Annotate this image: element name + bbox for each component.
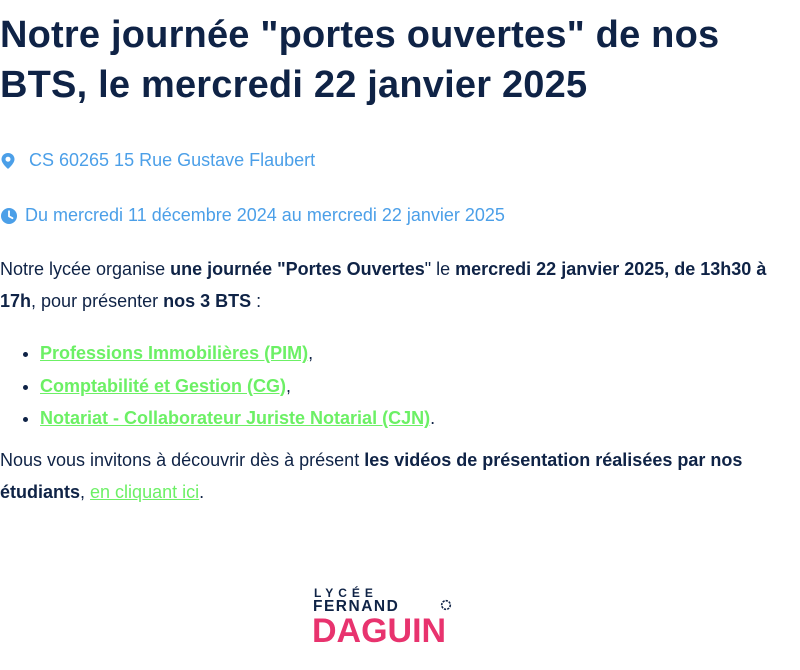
intro-text-3: , pour présenter [31,291,164,311]
intro-text-4: : [251,291,262,311]
map-pin-icon [0,152,16,170]
logo-line-lycee: LYCÉE [314,585,378,600]
ring-icon [440,599,452,611]
bts-link-cjn[interactable]: Notariat - Collaborateur Juriste Notaria… [40,408,431,428]
list-item: Notariat - Collaborateur Juriste Notaria… [40,402,435,435]
date-row: Du mercredi 11 décembre 2024 au mercredi… [0,205,505,226]
intro-bold-portes: Portes Ouvertes [285,259,425,279]
page-title: Notre journée "portes ouvertes" de nos B… [0,14,720,106]
intro-quote: " [424,259,432,279]
location-text: CS 60265 15 Rue Gustave Flaubert [29,150,316,170]
intro-bold-date: mercredi 22 janvier 2025, de 13h30 à 17h [0,259,767,311]
outro-text-3: . [199,482,205,502]
list-item-suffix: , [308,343,314,363]
list-item-suffix: , [286,375,292,396]
logo-line-daguin: DAGUIN [312,612,446,648]
logo-line-fernand: FERNAND [313,598,399,615]
date-range-text: Du mercredi 11 décembre 2024 au mercredi… [25,205,505,225]
outro-paragraph: Nous vous invitons à découvrir dès à pré… [0,444,800,508]
clock-icon [0,207,18,225]
bts-link-cg[interactable]: Comptabilité et Gestion (CG) [40,375,287,396]
outro-bold: les vidéos de présentation réalisées par… [0,450,743,502]
list-item: Comptabilité et Gestion (CG), [40,370,435,403]
outro-text-2: , [80,482,91,502]
outro-text-1: Nous vous invitons à découvrir dès à pré… [0,450,365,470]
bts-link-pim[interactable]: Professions Immobilières (PIM) [40,343,309,363]
list-item: Professions Immobilières (PIM), [40,337,435,370]
school-logo: LYCÉE FERNAND DAGUIN [312,584,484,650]
intro-bold-bts: nos 3 BTS [163,291,252,311]
intro-text-2: le [431,259,456,279]
intro-paragraph: Notre lycée organise une journée "Portes… [0,253,800,317]
intro-text-1: Notre lycée organise [0,259,171,279]
bts-list: Professions Immobilières (PIM), Comptabi… [0,337,435,435]
list-item-suffix: . [430,408,436,428]
videos-link[interactable]: en cliquant ici [90,482,200,502]
intro-bold-1: une journée " [170,259,286,279]
location-row: CS 60265 15 Rue Gustave Flaubert [0,150,315,171]
